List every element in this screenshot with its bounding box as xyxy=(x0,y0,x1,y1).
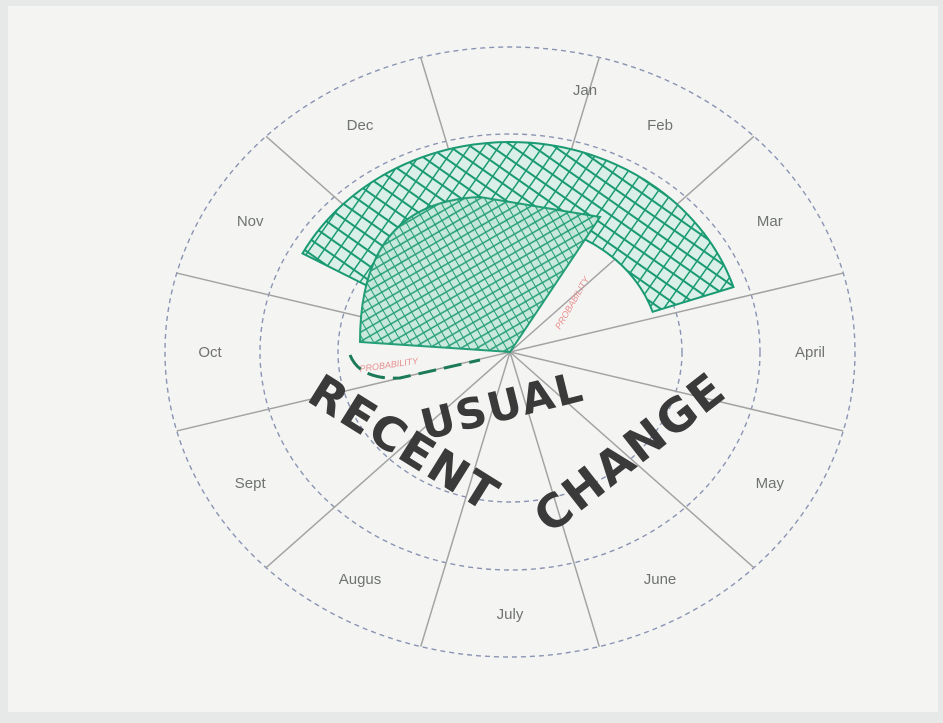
month-label: Dec xyxy=(347,117,374,134)
month-label: Jan xyxy=(573,82,597,99)
dashed-recent-curve xyxy=(348,354,481,380)
green-hatched-area xyxy=(301,141,735,354)
recent-wedge xyxy=(358,195,602,354)
spoke-line xyxy=(419,351,511,647)
month-label: May xyxy=(756,475,785,492)
month-label: April xyxy=(795,344,825,361)
spoke-line xyxy=(265,351,511,569)
middle-ring xyxy=(259,133,761,571)
month-label: July xyxy=(497,606,524,623)
month-label: June xyxy=(644,571,677,588)
month-label: Sept xyxy=(235,475,267,492)
paper-sheet xyxy=(8,6,938,712)
month-label: Nov xyxy=(237,213,264,230)
spoke-line xyxy=(509,351,844,432)
outer-ring xyxy=(164,46,856,658)
spoke-line xyxy=(509,272,844,353)
month-label: Oct xyxy=(198,344,222,361)
month-label: Feb xyxy=(647,117,673,134)
month-label: Augus xyxy=(339,571,382,588)
month-labels: Jan Feb Mar April May June July Augus Sept Oct Nov… xyxy=(198,82,825,623)
spoke-line xyxy=(509,351,755,569)
month-label: Mar xyxy=(757,213,783,230)
spoke-line xyxy=(509,351,601,647)
